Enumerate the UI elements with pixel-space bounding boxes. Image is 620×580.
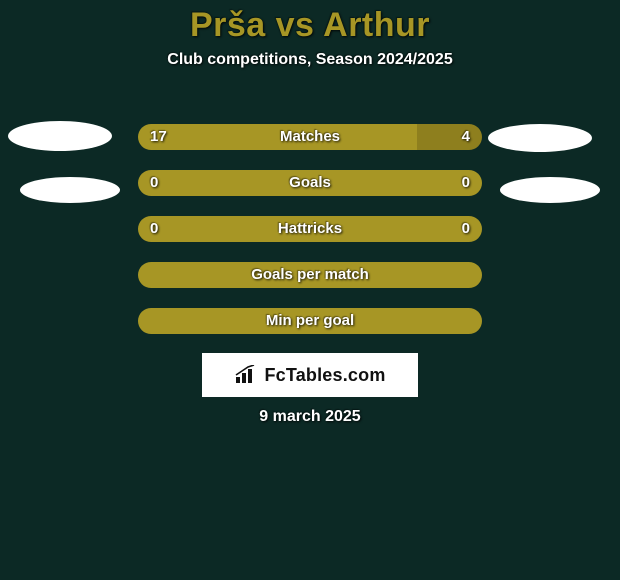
page-subtitle: Club competitions, Season 2024/2025: [0, 51, 620, 69]
footer-date: 9 march 2025: [0, 408, 620, 426]
avatar-left-2: [20, 177, 120, 203]
stat-label: Goals per match: [138, 262, 482, 288]
stat-row-min-per-goal: Min per goal: [138, 308, 482, 334]
stat-value-left: 0: [150, 170, 158, 196]
page-title: Prša vs Arthur: [0, 0, 620, 45]
stat-row-hattricks: Hattricks0 0: [138, 216, 482, 242]
stat-label: Min per goal: [138, 308, 482, 334]
brand-badge[interactable]: FcTables.com: [202, 353, 418, 397]
stat-value-right: 0: [462, 216, 470, 242]
comparison-card: Prša vs Arthur Club competitions, Season…: [0, 0, 620, 580]
avatar-right-1: [488, 124, 592, 152]
stat-value-left: 17: [150, 124, 167, 150]
stat-row-goals-per-match: Goals per match: [138, 262, 482, 288]
stat-value-left: 0: [150, 216, 158, 242]
stat-value-right: 0: [462, 170, 470, 196]
stat-row-goals: Goals0 0: [138, 170, 482, 196]
stat-value-right: 4: [462, 124, 470, 150]
stat-label: Goals: [138, 170, 482, 196]
brand-text: FcTables.com: [264, 365, 385, 386]
avatar-right-2: [500, 177, 600, 203]
brand-chart-icon: [234, 365, 258, 385]
stat-row-matches: Matches17 4: [138, 124, 482, 150]
stat-label: Matches: [138, 124, 482, 150]
avatar-left-1: [8, 121, 112, 151]
stat-label: Hattricks: [138, 216, 482, 242]
stat-rows: Matches174Goals00Hattricks00Goals per ma…: [138, 124, 482, 354]
